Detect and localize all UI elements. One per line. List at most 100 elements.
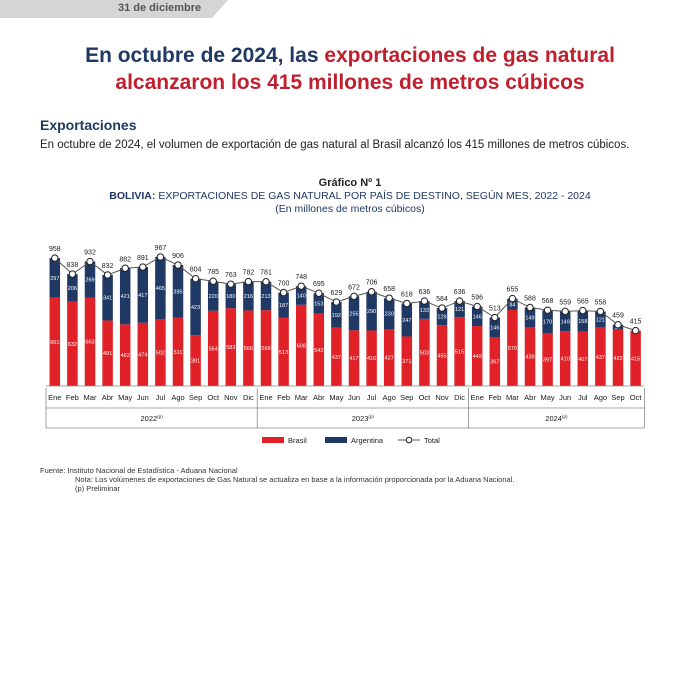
- total-label: 882: [119, 256, 131, 263]
- total-point: [279, 288, 288, 297]
- x-tick-label: Oct: [207, 393, 220, 402]
- bar-argentina: [366, 291, 377, 331]
- x-tick-label: Feb: [66, 393, 79, 402]
- data-label-brasil: 663: [85, 340, 94, 346]
- chart-title-text: EXPORTACIONES DE GAS NATURAL POR PAÍS DE…: [158, 190, 591, 202]
- data-label-argentina: 230: [385, 312, 394, 318]
- bar-brasil: [295, 304, 307, 386]
- x-tick-label: Mar: [295, 393, 308, 402]
- data-label-brasil: 371: [402, 359, 411, 365]
- headline-highlight-1: exportaciones de gas natural: [324, 44, 615, 67]
- total-point: [262, 278, 270, 286]
- total-label: 785: [207, 269, 219, 276]
- total-label: 636: [419, 289, 431, 296]
- year-label: 2024(p): [545, 414, 568, 423]
- x-tick-label: Jul: [578, 393, 588, 402]
- x-tick-label: May: [329, 393, 343, 402]
- total-label: 459: [612, 313, 624, 320]
- total-label: 832: [102, 263, 114, 270]
- total-point: [68, 270, 77, 278]
- bar-brasil: [471, 326, 483, 386]
- bar-brasil: [313, 313, 325, 386]
- total-label: 636: [454, 289, 466, 296]
- bar-brasil: [436, 325, 448, 386]
- data-label-brasil: 449: [473, 354, 482, 360]
- bar-brasil: [190, 335, 201, 386]
- bar-brasil: [331, 327, 342, 386]
- data-label-argentina: 341: [103, 296, 112, 302]
- data-label-brasil: 397: [543, 358, 552, 364]
- legend-swatch-argentina: [325, 437, 347, 443]
- x-tick-label: Feb: [277, 393, 290, 402]
- export-chart: 661 297 632 206 663 269 491 341 462 421 474 417 502 4…: [45, 245, 645, 445]
- total-point: [438, 304, 446, 312]
- bar-argentina: [278, 292, 289, 318]
- data-label-brasil: 542: [314, 348, 323, 354]
- data-label-argentina: 149: [561, 319, 570, 325]
- bar-argentina: [383, 298, 395, 329]
- bar-argentina: [49, 258, 61, 298]
- data-label-argentina: 220: [209, 294, 218, 300]
- data-label-brasil: 513: [279, 350, 288, 356]
- data-label-argentina: 170: [543, 320, 552, 326]
- data-label-brasil: 608: [297, 343, 306, 349]
- bar-brasil: [84, 297, 96, 386]
- total-point: [579, 306, 587, 315]
- total-label: 891: [137, 255, 149, 262]
- bar-argentina: [84, 261, 96, 298]
- data-label-argentina: 180: [226, 294, 235, 300]
- bar-argentina: [401, 303, 413, 337]
- bar-brasil: [524, 327, 536, 386]
- total-label: 584: [436, 296, 448, 303]
- bar-brasil: [595, 327, 606, 386]
- bar-argentina: [507, 298, 518, 310]
- bar-brasil: [542, 333, 553, 386]
- total-point: [403, 299, 411, 308]
- bar-brasil: [507, 309, 518, 386]
- total-label: 804: [190, 267, 202, 274]
- data-label-argentina: 216: [244, 294, 253, 300]
- data-label-argentina: 206: [68, 286, 77, 292]
- bar-argentina: [577, 310, 589, 332]
- x-tick-label: Ene: [471, 393, 484, 402]
- x-tick-label: Jul: [156, 393, 166, 402]
- bar-argentina: [243, 281, 254, 311]
- total-label: 706: [366, 280, 378, 287]
- data-label-argentina: 146: [490, 325, 499, 331]
- total-point: [51, 254, 59, 262]
- bar-argentina: [67, 274, 78, 302]
- data-label-brasil: 566: [244, 346, 253, 352]
- total-point: [244, 277, 253, 286]
- total-point: [227, 280, 235, 288]
- bar-argentina: [155, 256, 166, 319]
- total-point: [156, 253, 165, 261]
- total-label: 748: [295, 274, 307, 281]
- data-label-brasil: 427: [385, 355, 394, 361]
- x-tick-label: May: [541, 393, 555, 402]
- data-label-brasil: 474: [138, 352, 147, 358]
- bar-argentina: [295, 286, 307, 305]
- bar-brasil: [559, 331, 571, 386]
- data-label-brasil: 661: [50, 340, 59, 346]
- data-label-brasil: 422: [613, 356, 622, 362]
- x-tick-label: Nov: [435, 393, 449, 402]
- total-point: [315, 289, 323, 297]
- data-label-argentina: 421: [121, 294, 130, 300]
- x-tick-label: Abr: [313, 393, 325, 402]
- bar-brasil: [67, 301, 78, 386]
- total-label: 558: [595, 300, 607, 307]
- data-label-brasil: 515: [455, 350, 464, 356]
- date-label: 31 de diciembre: [118, 2, 202, 14]
- data-label-argentina: 158: [578, 319, 587, 325]
- data-label-argentina: 297: [50, 276, 59, 282]
- x-tick-label: Ago: [171, 393, 184, 402]
- year-label: 2022(p): [141, 414, 164, 423]
- data-label-argentina: 149: [525, 315, 534, 321]
- x-tick-label: Oct: [630, 393, 643, 402]
- bar-brasil: [454, 317, 465, 386]
- data-label-argentina: 192: [332, 313, 341, 319]
- total-point: [614, 321, 622, 329]
- bar-argentina: [313, 293, 325, 314]
- legend-marker-total: [405, 436, 413, 444]
- total-label: 658: [383, 286, 395, 293]
